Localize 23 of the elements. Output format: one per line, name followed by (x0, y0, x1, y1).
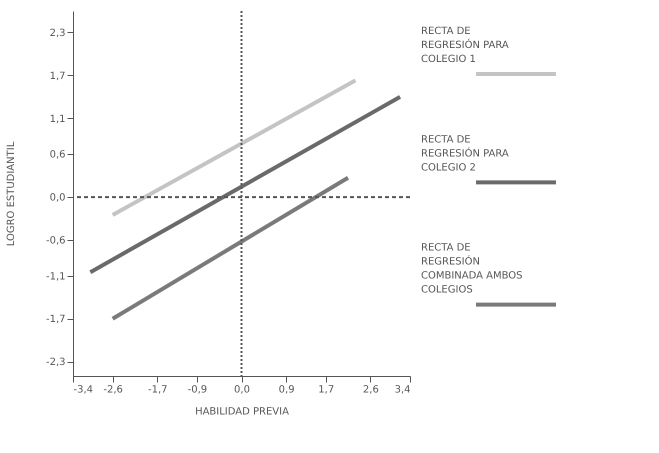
text: RECTA DE REGRESIÓN PARA COLEGIO 2 (421, 134, 509, 174)
y-tick-label: -1,7 (46, 314, 66, 326)
y-axis-title: LOGRO ESTUDIANTIL (6, 141, 17, 246)
x-tick-label: -3,4 (74, 384, 94, 396)
x-tick-label: 1,7 (318, 384, 334, 396)
y-tick-label: -2,3 (46, 357, 66, 368)
x-tick-label: 2,6 (362, 384, 379, 396)
x-tick-label: 0,0 (234, 384, 250, 396)
text: RECTA DE REGRESIÓN PARA COLEGIO 1 (421, 26, 509, 65)
x-tick-label: -2,6 (103, 384, 123, 396)
y-tick-label: 2,3 (50, 28, 66, 39)
y-tick-label: 1,7 (50, 70, 66, 82)
x-tick-label: -0,9 (188, 384, 208, 396)
x-tick-label: 0,9 (278, 384, 295, 396)
x-axis-title: HABILIDAD PREVIA (195, 406, 290, 418)
y-tick-label: -0,6 (46, 236, 66, 247)
x-tick-label: -1,7 (148, 384, 168, 396)
y-tick-label: -1,1 (46, 271, 66, 282)
y-tick-label: 0,6 (50, 150, 66, 161)
y-tick-label: 0,0 (50, 192, 66, 204)
x-tick-label: 3,4 (394, 384, 410, 396)
text: RECTA DE REGRESIÓN COMBINADA AMBOS COLEGIOS (421, 242, 523, 296)
y-tick-label: 1,1 (50, 114, 66, 125)
